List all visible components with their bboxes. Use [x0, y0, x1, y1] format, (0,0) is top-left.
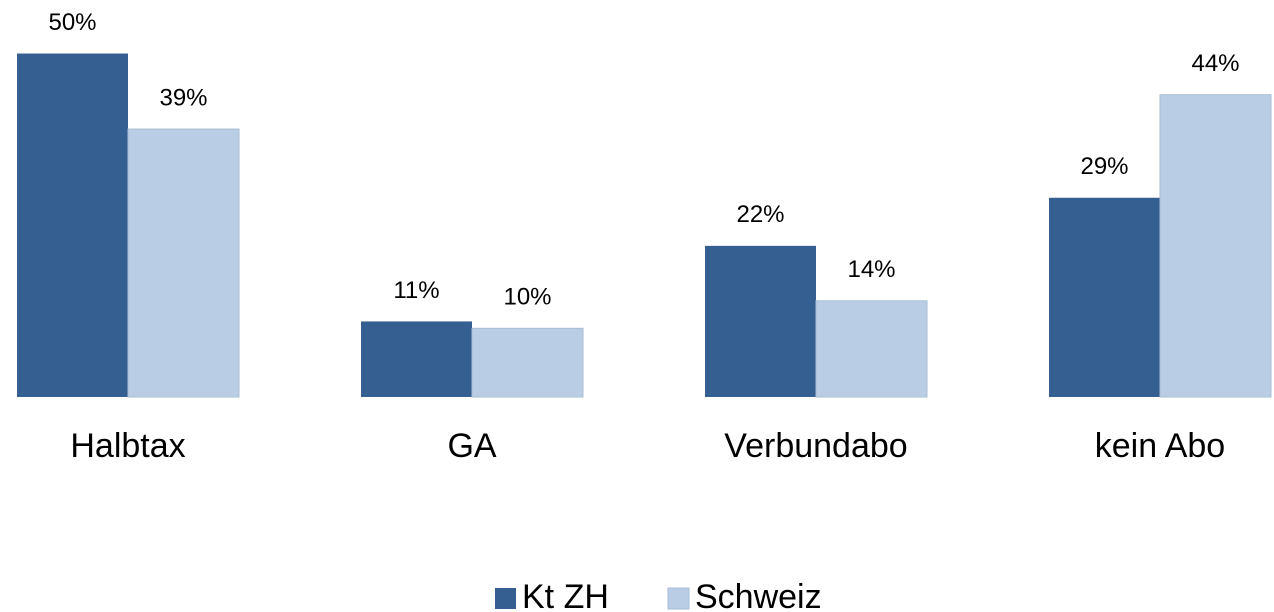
- legend-swatch: [667, 587, 690, 610]
- legend-swatch: [495, 588, 516, 609]
- x-tick-label: kein Abo: [1095, 427, 1225, 465]
- bar: [815, 300, 928, 398]
- data-label: 29%: [1080, 153, 1128, 180]
- data-label: 22%: [736, 201, 784, 228]
- data-label: 14%: [847, 256, 895, 283]
- data-label: 11%: [393, 277, 439, 304]
- legend-label: Schweiz: [695, 578, 822, 612]
- bar: [1159, 94, 1272, 398]
- x-tick-label: GA: [447, 427, 496, 465]
- legend-label: Kt ZH: [522, 578, 609, 612]
- bar: [17, 53, 128, 397]
- data-label: 10%: [503, 284, 551, 311]
- bar: [127, 128, 240, 398]
- data-label: 39%: [159, 84, 207, 111]
- bar: [705, 245, 816, 397]
- data-label: 50%: [48, 9, 96, 36]
- x-tick-label: Verbundabo: [724, 427, 907, 465]
- data-label: 44%: [1191, 50, 1239, 77]
- bar: [1049, 197, 1160, 397]
- bar: [471, 327, 584, 398]
- bar: [361, 321, 472, 397]
- x-tick-label: Halbtax: [70, 427, 185, 465]
